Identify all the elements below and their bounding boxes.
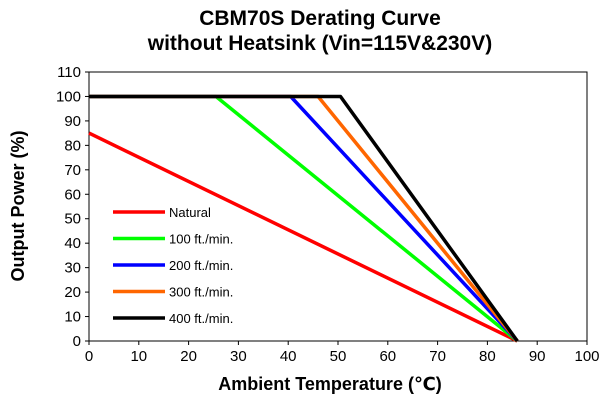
legend-label: 300 ft./min. [169,285,233,300]
x-tick-label: 90 [529,348,546,365]
x-tick-label: 40 [280,348,297,365]
y-tick-label: 70 [64,162,81,179]
x-tick-label: 100 [574,348,599,365]
x-tick-label: 70 [429,348,446,365]
y-tick-label: 40 [64,235,81,252]
x-tick-label: 60 [379,348,396,365]
x-tick-label: 50 [330,348,347,365]
y-tick-label: 0 [73,333,81,350]
plot-area: 0 10 20 30 40 50 60 70 80 90 100 0 10 20 30 40 50 60 70 80 9… [56,64,600,365]
y-tick-label: 100 [56,88,81,105]
y-tick-label: 50 [64,211,81,228]
x-tick-label: 10 [130,348,147,365]
legend-label: 400 ft./min. [169,311,233,326]
y-tick-label: 30 [64,260,81,277]
legend-label: 100 ft./min. [169,232,233,247]
x-axis-title: Ambient Temperature (℃) [218,374,442,394]
series-line-300-ft-min [89,94,519,343]
y-tick-label: 60 [64,186,81,203]
x-tick-label: 20 [180,348,197,365]
plot-frame [88,71,588,342]
y-tick-label: 80 [64,137,81,154]
series-line-natural [88,131,519,343]
x-tick-label: 80 [479,348,496,365]
legend-label: 200 ft./min. [169,258,233,273]
series-line-200-ft-min [89,94,519,343]
series-line-100-ft-min [89,94,519,343]
x-tick-label: 30 [230,348,247,365]
legend-label: Natural [169,205,211,220]
y-tick-label: 90 [64,113,81,130]
y-tick-label: 10 [64,309,81,326]
y-tick-label: 110 [57,64,81,81]
chart-title-line-2: without Heatsink (Vin=115V&230V) [147,32,492,55]
x-tick-label: 0 [85,348,93,365]
y-tick-label: 20 [64,284,81,301]
y-axis-title: Output Power (%) [8,131,28,282]
series-line-400-ft-min [89,94,519,343]
chart-title-line-1: CBM70S Derating Curve [199,7,441,30]
